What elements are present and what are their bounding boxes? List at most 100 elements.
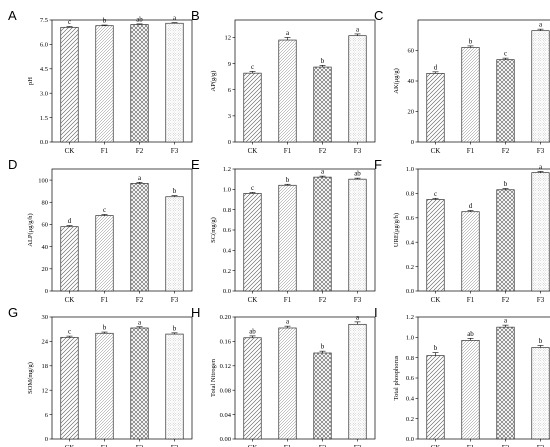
y-tick-label: 1.0: [406, 335, 414, 342]
y-tick-label: 80: [42, 199, 49, 206]
bar-f2: [130, 24, 149, 143]
y-tick-label: 0.2: [406, 264, 414, 271]
x-tick-label: F1: [467, 444, 475, 447]
bar-f1: [461, 211, 480, 292]
bar-ck: [243, 72, 262, 143]
y-tick-label: 1.0: [223, 187, 231, 194]
bar-f2: [496, 59, 515, 143]
x-tick-label: F1: [101, 296, 109, 304]
plot-frame: [417, 168, 550, 292]
y-tick-label: 0.4: [406, 239, 415, 246]
y-tick-label: 1.2: [406, 314, 414, 321]
panel-i: I 0.0 0.2 0.4 0.6 0.8 1.0 1.2 Total phosphorus b C…: [374, 305, 550, 447]
y-tick-label: 6: [228, 87, 232, 94]
x-tick-label: F1: [284, 296, 292, 304]
significance-label: c: [504, 50, 507, 58]
bar-f2: [313, 176, 332, 292]
y-tick-label: 40: [408, 78, 415, 85]
y-tick-label: 0.0: [406, 436, 414, 443]
y-tick-label: 0.4: [406, 396, 415, 403]
panel-letter: D: [8, 157, 17, 172]
significance-label: ab: [249, 327, 256, 335]
y-axis-label: ALP(μg/g/h): [27, 213, 34, 246]
y-tick-label: 1.2: [223, 166, 231, 173]
bar-ck: [243, 193, 262, 292]
bar-f1: [95, 332, 114, 440]
bar-f1: [278, 39, 297, 143]
significance-label: b: [103, 324, 107, 332]
significance-label: b: [434, 344, 438, 352]
y-axis-label: Total Nitrogen: [210, 358, 217, 397]
y-tick-label: 24: [42, 339, 49, 346]
bar-ck: [243, 337, 262, 440]
bar-f1: [461, 47, 480, 143]
significance-label: a: [504, 317, 508, 325]
bar-ck: [60, 336, 79, 440]
significance-label: c: [251, 184, 254, 192]
x-tick-label: F1: [284, 444, 292, 447]
x-tick-label: F2: [136, 147, 144, 155]
y-tick-label: 0.20: [220, 314, 231, 321]
bar-ck: [60, 226, 79, 292]
panel-letter: B: [191, 8, 200, 23]
y-axis-label: SC(mg/g): [210, 217, 217, 243]
y-tick-label: 0.12: [220, 363, 231, 370]
significance-label: b: [539, 337, 543, 345]
x-tick-label: F2: [136, 444, 144, 447]
bar-f3: [348, 35, 367, 143]
plot-frame: [51, 168, 193, 292]
x-tick-label: F3: [171, 444, 179, 447]
significance-label: c: [68, 18, 71, 26]
significance-label: b: [469, 37, 473, 45]
x-tick-label: F3: [354, 296, 362, 304]
significance-label: a: [286, 318, 290, 326]
significance-label: ab: [354, 170, 361, 178]
y-tick-label: 0.2: [406, 416, 414, 423]
significance-label: a: [138, 174, 142, 182]
panel-h: H 0.00 0.04 0.08 0.12 0.16 0.20 Total Nitrogen a…: [191, 305, 376, 447]
y-tick-label: 0.0: [406, 288, 414, 295]
x-tick-label: F3: [537, 444, 545, 447]
x-tick-label: F2: [319, 147, 327, 155]
y-axis-label: SOM(mg/g): [27, 362, 34, 394]
bar-f2: [496, 326, 515, 440]
y-tick-label: 0: [45, 436, 48, 443]
bar-ck: [426, 355, 445, 440]
y-tick-label: 0.8: [406, 191, 414, 198]
panel-g: G 0 6 12 18 24 30 SOM(mg/g) c CK b F1 a F2 b F3: [8, 305, 193, 447]
panel-letter: C: [374, 8, 383, 23]
bar-f3: [531, 30, 550, 143]
y-axis-label: Total phosphorus: [393, 355, 400, 400]
significance-label: b: [321, 343, 325, 351]
bar-f3: [531, 347, 550, 440]
x-tick-label: F2: [502, 296, 510, 304]
bar-f3: [348, 178, 367, 292]
y-tick-label: 1.0: [406, 166, 414, 173]
y-tick-label: 60: [42, 222, 49, 229]
y-tick-label: 0.16: [220, 339, 232, 346]
y-tick-label: 100: [38, 177, 48, 184]
x-tick-label: CK: [431, 444, 441, 447]
y-axis-label: AP(g/g): [210, 71, 217, 92]
y-tick-label: 6: [45, 412, 49, 419]
y-tick-label: 60: [408, 48, 415, 55]
significance-label: b: [173, 187, 177, 195]
bar-f3: [531, 172, 550, 292]
panel-letter: H: [191, 305, 200, 320]
bar-f2: [313, 66, 332, 143]
plot-frame: [51, 19, 193, 143]
significance-label: a: [138, 318, 142, 326]
x-tick-label: F3: [171, 147, 179, 155]
x-tick-label: CK: [248, 296, 258, 304]
y-tick-label: 12: [225, 35, 232, 42]
significance-label: c: [434, 190, 437, 198]
significance-label: a: [286, 29, 290, 37]
y-tick-label: 0.2: [223, 268, 231, 275]
y-tick-label: 7.5: [40, 17, 48, 24]
x-tick-label: CK: [431, 147, 441, 155]
y-axis-label: pH: [27, 77, 34, 85]
y-tick-label: 0.00: [220, 436, 231, 443]
y-tick-label: 20: [408, 109, 415, 116]
significance-label: a: [539, 163, 543, 171]
x-tick-label: F2: [136, 296, 144, 304]
